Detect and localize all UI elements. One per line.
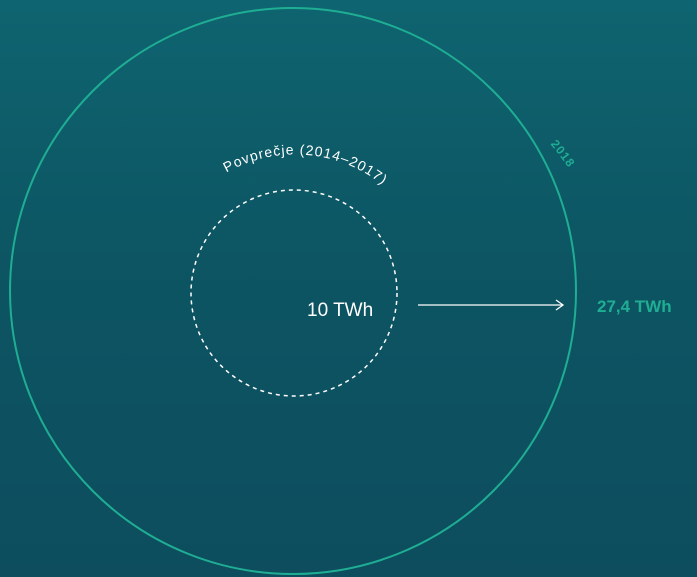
inner-circle-average xyxy=(190,189,398,397)
inner-value-label: 10 TWh xyxy=(307,300,373,321)
outer-circle-label: 2018 xyxy=(548,137,578,170)
inner-circle-label: Povprečje (2014–2017) xyxy=(220,141,391,187)
outer-circle-2018 xyxy=(9,7,577,575)
growth-arrow xyxy=(418,299,565,311)
outer-value-label: 27,4 TWh xyxy=(597,297,672,316)
